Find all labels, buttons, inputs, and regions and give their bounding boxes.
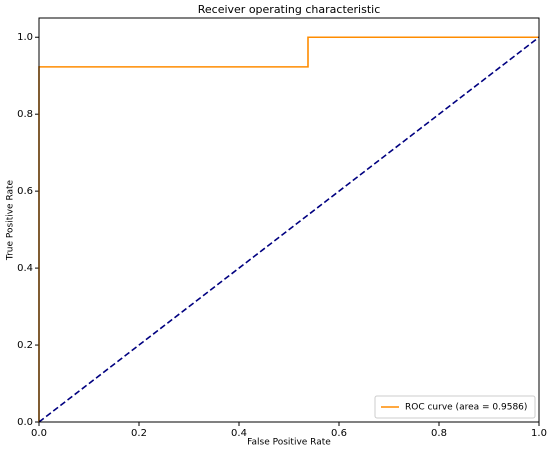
x-tick-label: 1.0 [531, 428, 547, 439]
x-tick-label: 0.8 [431, 428, 447, 439]
y-tick-label: 0.4 [17, 263, 33, 274]
y-tick-label: 0.8 [17, 109, 33, 120]
plot-frame [38, 17, 540, 423]
y-tick-label: 0.0 [17, 417, 33, 428]
y-tick-label: 0.2 [17, 340, 33, 351]
legend-label: ROC curve (area = 0.9586) [405, 403, 527, 413]
y-tick-label: 1.0 [17, 32, 33, 43]
y-axis-label: True Positive Rate [6, 179, 16, 261]
legend-box [374, 395, 536, 419]
x-tick-label: 0.0 [31, 428, 47, 439]
line [38, 36, 540, 423]
y-tick-label: 0.6 [17, 186, 33, 197]
x-tick-label: 0.4 [231, 428, 247, 439]
x-tick-label: 0.2 [131, 428, 147, 439]
chart-title: Receiver operating characteristic [198, 3, 381, 16]
x-tick-label: 0.6 [331, 428, 347, 439]
x-axis-label: False Positive Rate [247, 438, 331, 448]
